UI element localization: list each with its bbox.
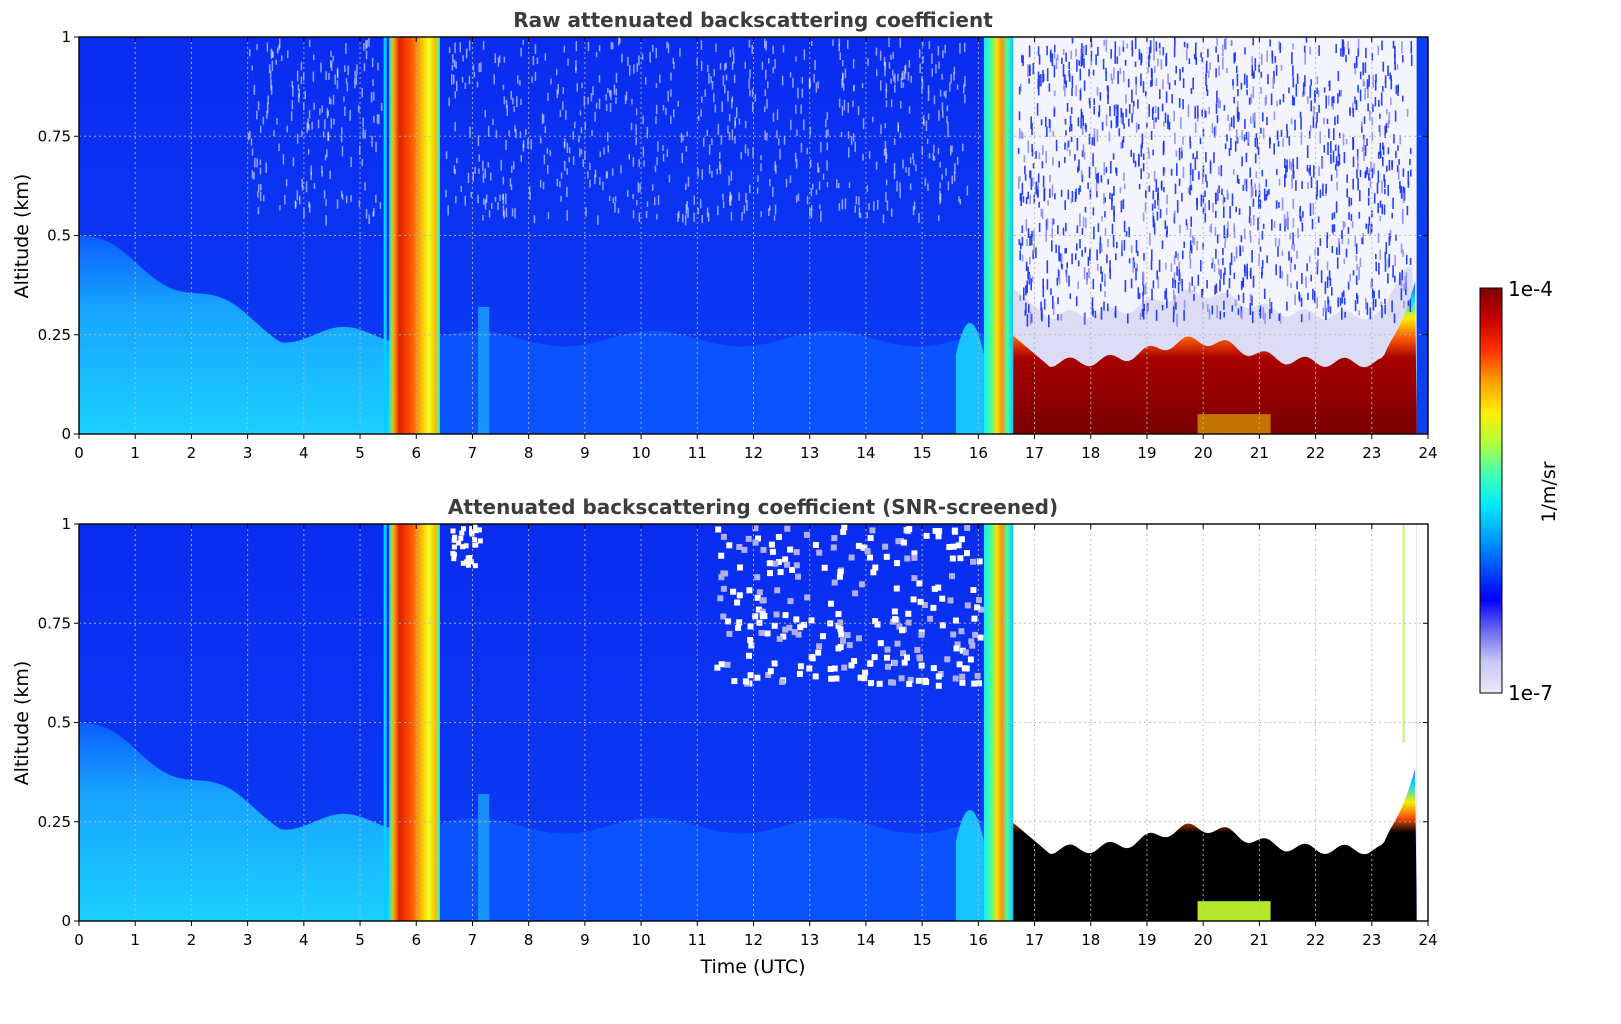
x-tick-label: 8 [524,444,534,462]
x-tick-label: 7 [468,931,478,949]
y-tick-label: 0.25 [38,813,71,831]
aerosol-bump-16h [955,809,984,921]
colorbar-unit-label: 1/m/sr [1538,461,1560,522]
x-tick-label: 24 [1418,931,1437,949]
x-tick-label: 13 [800,444,819,462]
noise-speckles [247,37,1413,328]
panel-raw: Raw attenuated backscattering coefficien… [11,8,1438,462]
plot-area-snr: 0 1 2 3 4 5 6 7 8 9 10 11 12 13 14 15 16 17 18 19 20 21 22 23 24… [38,515,1438,949]
colorbar-bar [1479,287,1503,694]
x-tick-label: 5 [355,931,365,949]
x-tick-label: 12 [744,931,763,949]
chart-title-snr: Attenuated backscattering coefficient (S… [448,495,1058,519]
x-tick-label: 15 [913,444,932,462]
colorbar-max-label: 1e-4 [1508,277,1553,301]
x-tick-label: 10 [632,931,651,949]
x-tick-label: 0 [74,931,84,949]
chart-title-raw: Raw attenuated backscattering coefficien… [513,8,993,32]
x-tick-label: 2 [187,444,197,462]
aerosol-layer [79,235,394,434]
y-axis-label-raw: Altitude (km) [11,174,33,299]
x-tick-label: 6 [411,444,421,462]
panel-snr: Attenuated backscattering coefficient (S… [11,495,1438,978]
x-tick-label: 23 [1362,931,1381,949]
x-tick-label: 11 [688,444,707,462]
y-tick-label: 0.5 [47,227,71,245]
x-tick-label: 16 [969,444,988,462]
x-tick-label: 21 [1250,444,1269,462]
colorbar-min-label: 1e-7 [1508,681,1553,705]
x-tick-label: 1 [130,444,140,462]
x-tick-label: 4 [299,931,309,949]
y-tick-label: 0.25 [38,326,71,344]
right-edge [1416,524,1428,921]
x-tick-label: 4 [299,444,309,462]
x-tick-label: 18 [1081,931,1100,949]
plot-area-raw: 0 1 2 3 4 5 6 7 8 9 10 11 12 13 14 15 16 17 18 19 20 21 22 23 24… [38,28,1438,462]
edge-streak [1402,524,1405,743]
fog-layer [1013,281,1417,434]
x-tick-label: 9 [580,444,590,462]
x-tick-label: 16 [969,931,988,949]
x-tick-label: 9 [580,931,590,949]
x-tick-label: 20 [1194,444,1213,462]
x-tick-label: 24 [1418,444,1437,462]
x-tick-label: 0 [74,444,84,462]
y-tick-label: 0.75 [38,127,71,145]
fog-layer [1013,768,1417,921]
fog-bottom-patch [1197,901,1271,921]
boundary-layer [438,330,990,434]
x-tick-label: 18 [1081,444,1100,462]
x-tick-label: 19 [1137,931,1156,949]
x-tick-label: 15 [913,931,932,949]
y-axis-label-snr: Altitude (km) [11,661,33,786]
grid-lines [79,524,1428,921]
fog-bottom-patch [1197,414,1271,434]
x-tick-label: 13 [800,931,819,949]
y-tick-label: 0 [61,912,71,930]
precip-column-16h [983,524,1014,921]
noise-speckles [450,524,985,689]
x-axis-label: Time (UTC) [699,956,805,978]
x-tick-label: 14 [856,444,875,462]
boundary-layer [438,817,990,921]
aerosol-layer [79,722,394,921]
x-tick-label: 19 [1137,444,1156,462]
x-tick-label: 17 [1025,931,1044,949]
x-tick-label: 12 [744,444,763,462]
y-tick-label: 1 [61,28,71,46]
x-tick-label: 23 [1362,444,1381,462]
x-tick-label: 11 [688,931,707,949]
precip-column-16h [983,37,1014,434]
colorbar: 1e-4 1e-7 1/m/sr [1479,277,1560,705]
x-tick-label: 2 [187,931,197,949]
x-tick-label: 22 [1306,931,1325,949]
x-tick-label: 20 [1194,931,1213,949]
aerosol-bump-16h [955,322,984,434]
x-tick-label: 7 [468,444,478,462]
grid-lines [79,37,1428,434]
x-tick-label: 1 [130,931,140,949]
x-tick-label: 17 [1025,444,1044,462]
x-tick-label: 3 [243,444,253,462]
x-tick-label: 8 [524,931,534,949]
y-tick-label: 1 [61,515,71,533]
x-tick-label: 14 [856,931,875,949]
y-tick-label: 0.5 [47,714,71,732]
y-tick-label: 0 [61,425,71,443]
x-tick-label: 10 [632,444,651,462]
x-tick-label: 22 [1306,444,1325,462]
right-edge [1416,37,1428,434]
x-tick-label: 5 [355,444,365,462]
feature-7h [478,793,490,921]
x-tick-label: 3 [243,931,253,949]
x-tick-label: 6 [411,931,421,949]
x-tick-label: 21 [1250,931,1269,949]
feature-7h [478,306,490,434]
y-tick-label: 0.75 [38,614,71,632]
